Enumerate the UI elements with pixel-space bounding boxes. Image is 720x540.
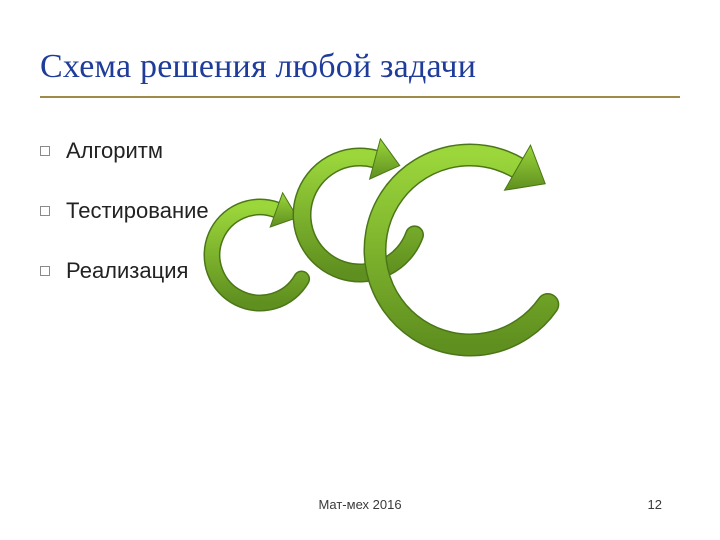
footer-text: Мат-мех 2016 bbox=[318, 497, 401, 512]
slide: Схема решения любой задачи Алгоритм Тест… bbox=[0, 0, 720, 540]
bullet-marker-icon bbox=[40, 146, 50, 156]
page-number: 12 bbox=[648, 497, 662, 512]
list-item: Реализация bbox=[40, 258, 680, 284]
slide-title: Схема решения любой задачи bbox=[40, 48, 680, 86]
bullet-marker-icon bbox=[40, 206, 50, 216]
list-item: Алгоритм bbox=[40, 138, 680, 164]
bullet-marker-icon bbox=[40, 266, 50, 276]
bullet-label: Алгоритм bbox=[66, 138, 163, 164]
title-rule bbox=[40, 96, 680, 98]
bullet-label: Тестирование bbox=[66, 198, 209, 224]
bullet-label: Реализация bbox=[66, 258, 188, 284]
list-item: Тестирование bbox=[40, 198, 680, 224]
bullet-list: Алгоритм Тестирование Реализация bbox=[40, 138, 680, 284]
